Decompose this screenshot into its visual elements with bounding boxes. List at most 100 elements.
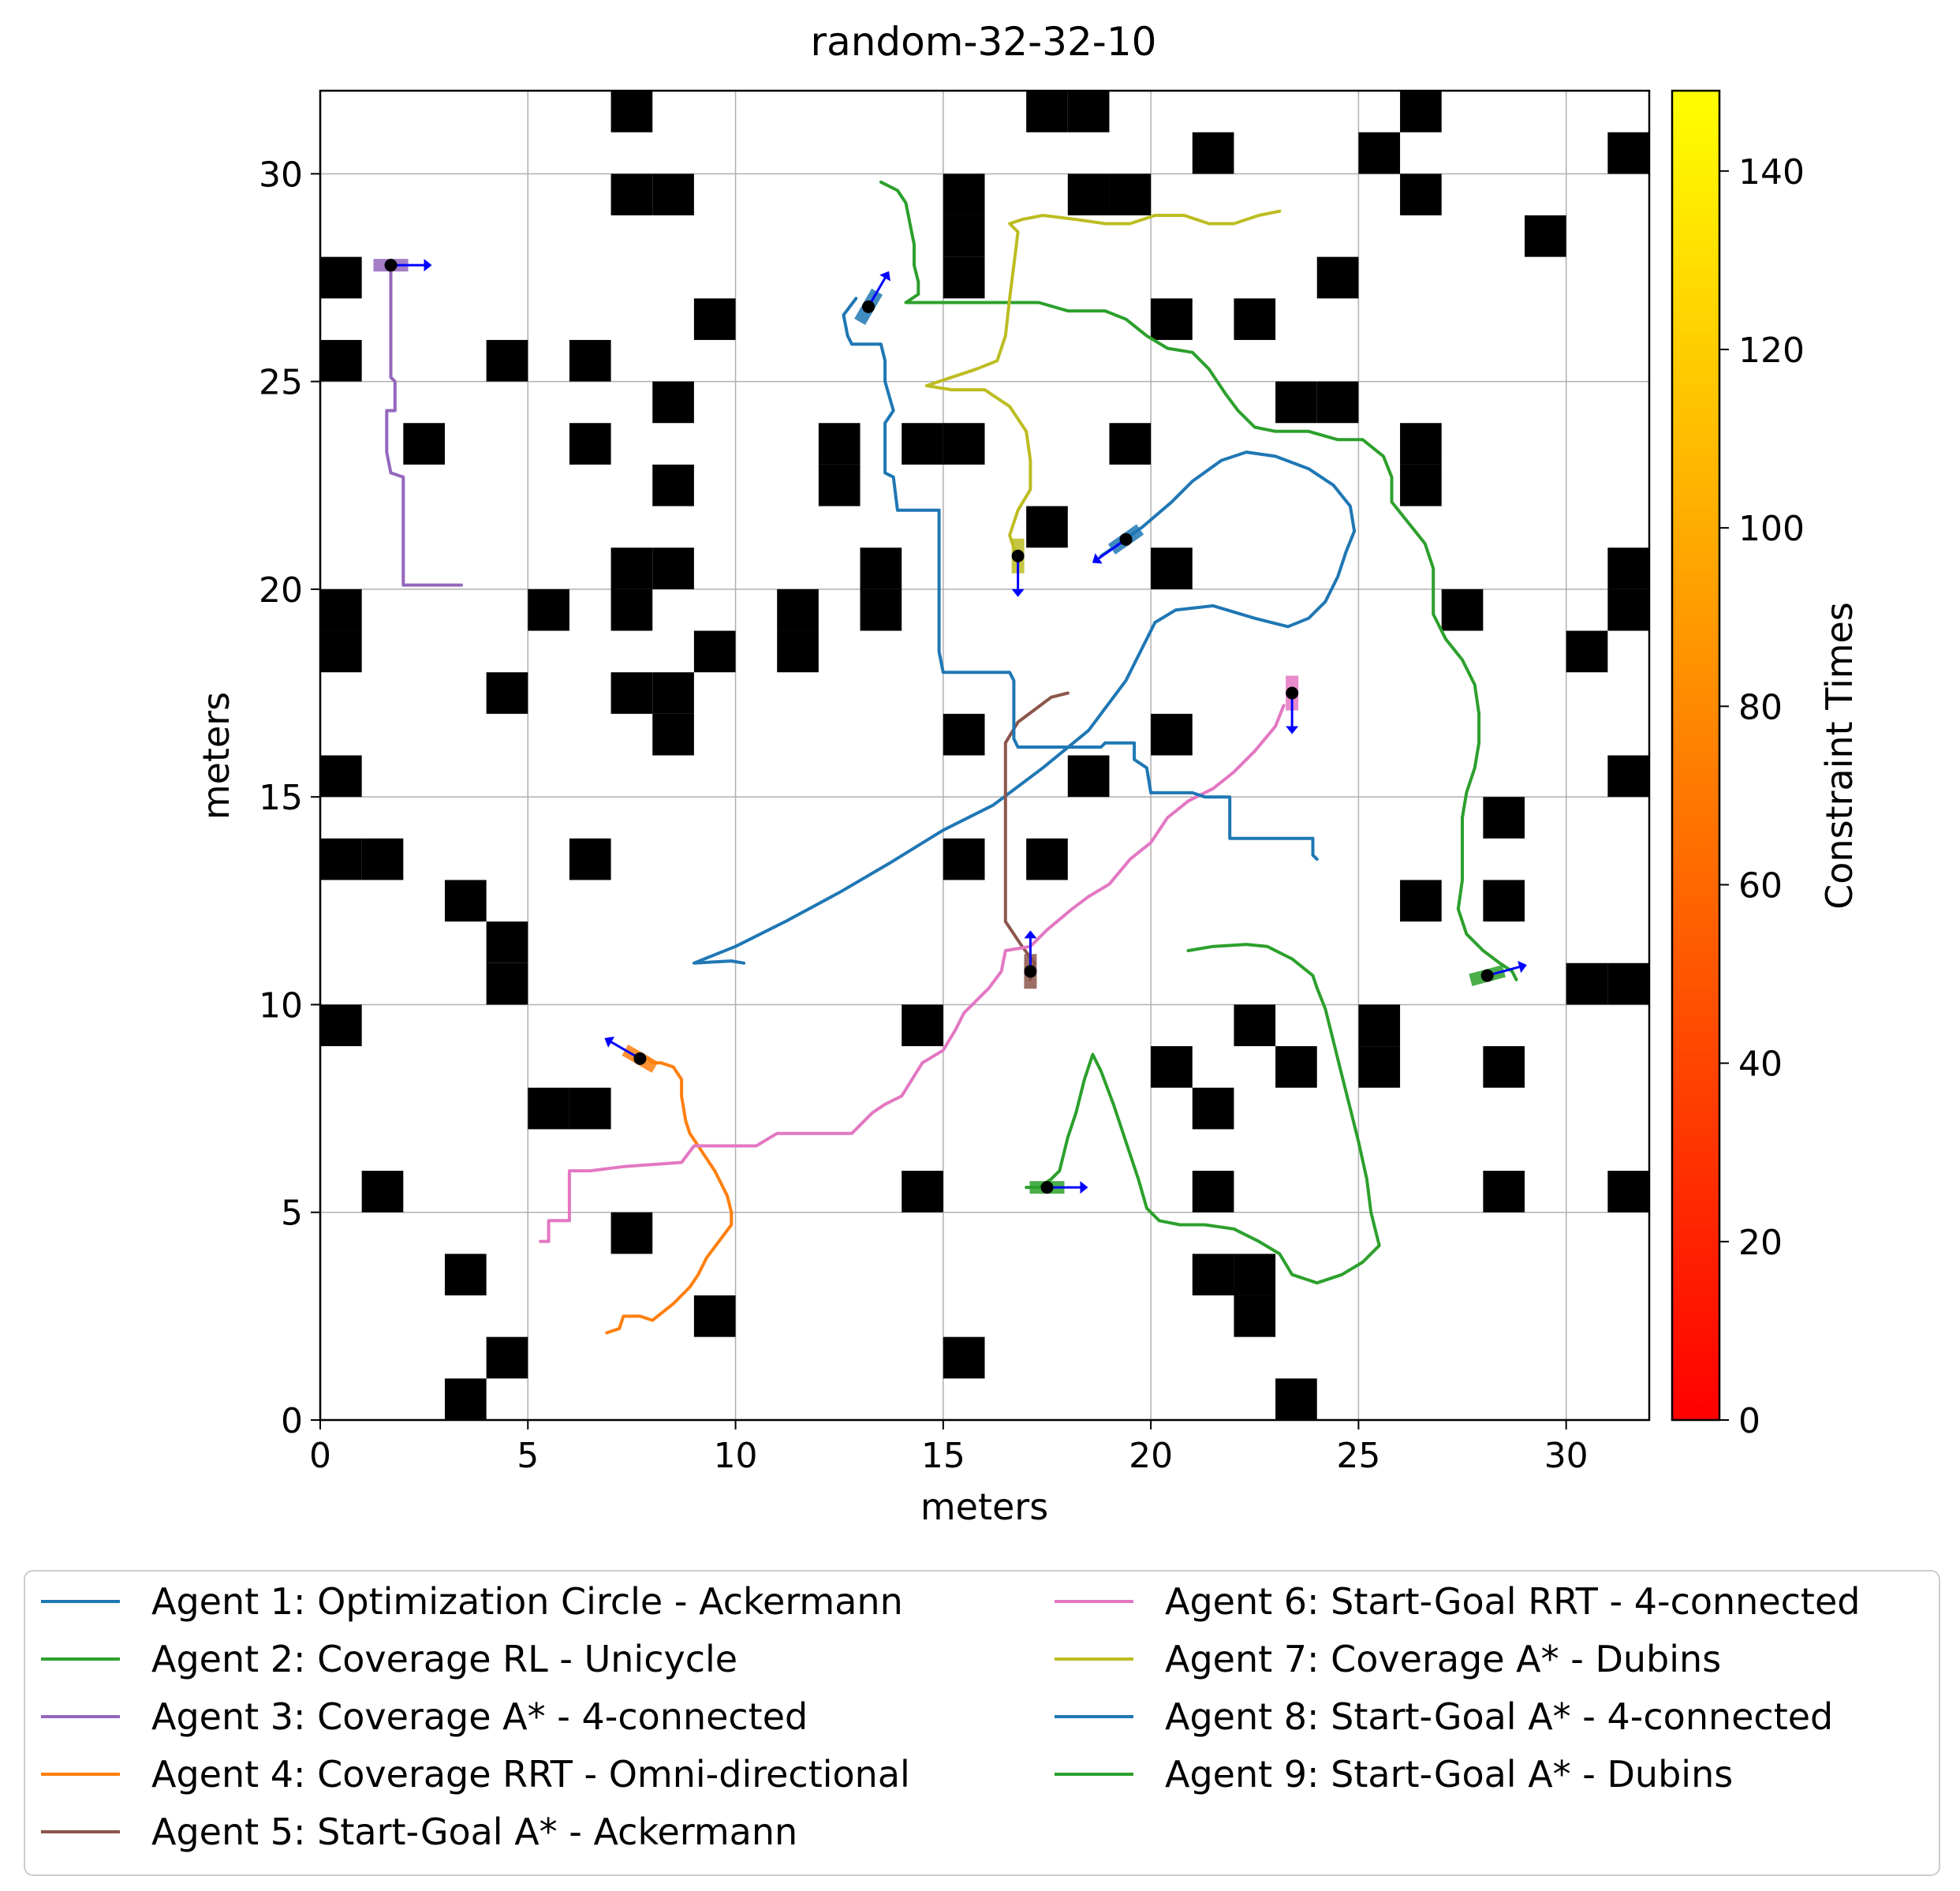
obstacle-cell [528,1087,569,1130]
obstacle-cell [1566,630,1608,673]
obstacle-cell [528,589,569,631]
obstacle-cell [403,423,445,465]
obstacle-cell [1234,1254,1276,1296]
obstacle-cell [486,1336,528,1379]
agent-path [1025,943,1381,1285]
legend-label: Agent 4: Coverage RRT - Omni-directional [151,1753,910,1796]
obstacle-cell [569,339,611,382]
obstacle-cell [902,1004,943,1047]
heading-arrowhead [1518,960,1527,974]
obstacle-cell [361,838,404,880]
obstacle-cell [1607,962,1649,1005]
obstacle-cell [818,423,861,465]
x-tick-label: 25 [1336,1436,1380,1476]
colorbar-tick-label: 100 [1738,509,1805,549]
obstacle-cell [693,1295,736,1337]
colorbar-tick-label: 40 [1738,1045,1783,1085]
legend-swatch [1055,1773,1133,1776]
legend-label: Agent 2: Coverage RL - Unicycle [151,1638,738,1680]
legend-item: Agent 8: Start-Goal A* - 4-connected [1055,1693,1833,1740]
obstacle-cell [693,630,736,673]
obstacle-cell [610,589,653,631]
obstacle-cell [1358,1004,1401,1047]
obstacle-cell [652,464,694,506]
legend-label: Agent 7: Coverage A* - Dubins [1165,1638,1722,1680]
obstacle-cell [1067,174,1110,215]
agent-position-dot [1040,1181,1054,1194]
obstacle-cell [1358,1046,1401,1088]
colorbar-ticks: 0 20 40 60 80 100 120 140 [1719,152,1805,1441]
obstacle-cell [1400,423,1442,465]
obstacle-cell [1234,1004,1276,1047]
heading-arrowhead [1286,726,1299,734]
obstacle-cell [486,962,528,1005]
colorbar [1671,89,1721,1422]
obstacle-cell [444,1378,487,1420]
agent-position-dot [633,1052,647,1065]
obstacle-cell [1483,797,1525,839]
obstacle-cell [320,589,362,631]
obstacle-cell [1441,589,1484,631]
obstacle-cell [610,672,653,714]
obstacle-cell [320,755,362,798]
colorbar-tick-label: 120 [1738,331,1805,371]
agent-path [842,297,1319,861]
obstacle-cell [1400,880,1442,922]
obstacle-cell [652,713,694,756]
obstacle-cell [610,547,653,589]
agent-path [692,450,1357,965]
colorbar-tick-label: 0 [1738,1401,1760,1441]
legend-swatch [41,1715,120,1718]
y-tick-label: 0 [281,1401,303,1441]
legend-swatch [41,1830,120,1833]
obstacle-cell [1316,256,1359,299]
obstacle-cell [320,256,362,299]
obstacle-cell [361,1171,404,1213]
legend-item: Agent 3: Coverage A* - 4-connected [41,1693,808,1740]
legend-item: Agent 5: Start-Goal A* - Ackermann [41,1808,797,1855]
legend-swatch [41,1600,120,1603]
obstacle-cell [1192,1254,1234,1296]
x-ticks: 0 5 10 15 20 25 30 [309,1420,1589,1476]
obstacle-cell [1275,381,1317,424]
obstacle-cell [777,589,819,631]
legend-item: Agent 4: Coverage RRT - Omni-directional [41,1751,910,1798]
colorbar-tick-label: 140 [1738,152,1805,192]
y-axis-label: meters [195,692,237,820]
obstacle-cell [1151,713,1193,756]
colorbar-tick-label: 80 [1738,687,1783,727]
obstacle-cell [1316,381,1359,424]
obstacle-cell [818,464,861,506]
obstacle-cell [652,381,694,424]
x-tick-label: 15 [921,1436,965,1476]
x-tick-label: 0 [309,1436,331,1476]
chart: random-32-32-10 0 5 10 15 20 25 30 0 5 10 15 20 25 3… [195,19,1861,1528]
obstacle-cell [320,1004,362,1047]
obstacle-cell [943,1336,985,1379]
agent-position-dot [862,300,875,313]
obstacle-cell [1151,298,1193,340]
obstacle-cell [777,630,819,673]
legend-label: Agent 8: Start-Goal A* - 4-connected [1165,1695,1834,1738]
obstacle-cell [652,672,694,714]
obstacle-cell [444,1254,487,1296]
colorbar-label: Constraint Times [1818,602,1861,910]
obstacle-cell [943,713,985,756]
x-tick-label: 5 [517,1436,539,1476]
heading-arrowhead [604,1036,615,1048]
obstacle-cell [1607,755,1649,798]
heading-arrowhead [1011,589,1025,597]
x-tick-label: 10 [714,1436,758,1476]
y-tick-label: 30 [259,155,303,195]
obstacle-cell [1607,547,1649,589]
legend-label: Agent 9: Start-Goal A* - Dubins [1165,1753,1734,1796]
y-tick-label: 10 [259,985,303,1026]
colorbar-tick-label: 20 [1738,1223,1783,1263]
obstacle-cell [860,589,902,631]
obstacle-cell [1607,589,1649,631]
y-tick-label: 20 [259,570,303,611]
legend-label: Agent 5: Start-Goal A* - Ackermann [151,1811,798,1853]
obstacle-cell [610,174,653,215]
agent-position-dot [1024,965,1037,978]
x-tick-label: 20 [1129,1436,1173,1476]
